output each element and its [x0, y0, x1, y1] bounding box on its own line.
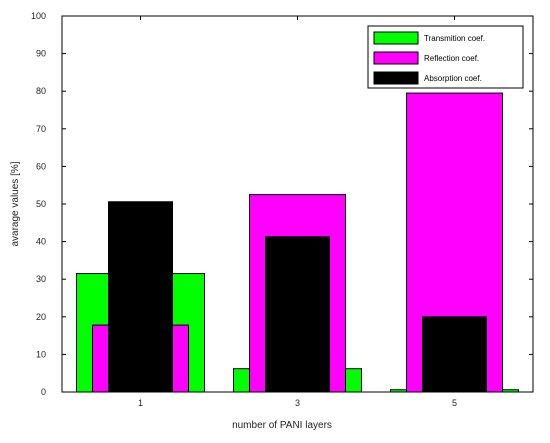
legend-swatch	[373, 51, 419, 65]
bars-layer	[76, 92, 519, 393]
legend-label: Reflection coef.	[424, 54, 479, 63]
legend-label: Transmition coef.	[424, 34, 485, 43]
y-tick-label: 40	[36, 237, 46, 247]
bar-absorption-coef	[422, 316, 487, 393]
x-tick-label: 3	[295, 398, 300, 408]
y-axis-label: avarage values [%]	[10, 161, 21, 246]
x-ticks: 1 3 5	[138, 16, 457, 408]
y-tick-label: 50	[36, 199, 46, 209]
y-tick-label: 20	[36, 312, 46, 322]
legend-label: Absorption coef.	[424, 74, 482, 83]
legend-swatch	[373, 71, 419, 85]
x-axis-label: number of PANI layers	[232, 420, 332, 431]
y-ticks: 0 10 20 30 40 50 60 70 80 90 100	[31, 11, 533, 397]
y-tick-label: 10	[36, 349, 46, 359]
y-tick-label: 70	[36, 124, 46, 134]
x-tick-label: 5	[452, 398, 457, 408]
legend: Transmition coef. Reflection coef. Absorpt…	[367, 25, 524, 89]
bar-absorption-coef	[265, 236, 330, 393]
legend-swatch	[373, 31, 419, 45]
y-tick-label: 0	[41, 387, 46, 397]
y-tick-label: 90	[36, 49, 46, 59]
y-tick-label: 80	[36, 86, 46, 96]
y-tick-label: 100	[31, 11, 46, 21]
x-tick-label: 1	[138, 398, 143, 408]
y-tick-label: 30	[36, 274, 46, 284]
bar-absorption-coef	[108, 201, 173, 393]
y-tick-label: 60	[36, 161, 46, 171]
